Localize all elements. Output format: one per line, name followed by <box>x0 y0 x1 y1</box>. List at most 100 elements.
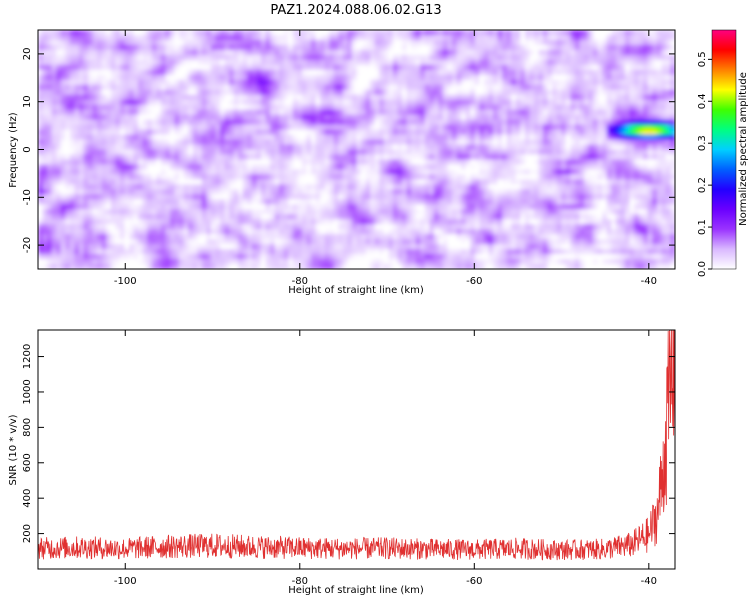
heatmap-cell <box>47 34 53 41</box>
heatmap-cell <box>520 184 526 190</box>
heatmap-cell <box>643 34 649 41</box>
heatmap-cell <box>256 169 262 175</box>
heatmap-cell <box>156 64 162 71</box>
heatmap-cell <box>215 114 221 121</box>
heatmap-cell <box>442 84 449 91</box>
heatmap-cell <box>379 94 385 101</box>
heatmap-cell <box>78 124 85 131</box>
heatmap-cell <box>447 30 453 36</box>
heatmap-cell <box>342 104 348 111</box>
heatmap-cell <box>488 124 494 131</box>
heatmap-cell <box>142 114 148 121</box>
heatmap-cell <box>429 184 435 190</box>
heatmap-cell <box>160 194 166 200</box>
heatmap-cell <box>529 154 535 161</box>
heatmap-cell <box>552 64 558 71</box>
heatmap-cell <box>106 104 112 111</box>
heatmap-cell <box>174 39 180 46</box>
heatmap-cell <box>552 99 558 106</box>
heatmap-cell <box>283 189 289 195</box>
heatmap-cell <box>397 144 403 151</box>
heatmap-cell <box>638 129 644 136</box>
heatmap-cell <box>279 79 285 86</box>
heatmap-cell <box>329 34 335 41</box>
heatmap-cell <box>74 194 80 200</box>
heatmap-cell <box>629 49 635 56</box>
heatmap-cell <box>479 49 485 56</box>
heatmap-cell <box>192 144 198 151</box>
heatmap-cell <box>347 139 353 146</box>
heatmap-cell <box>311 94 317 101</box>
heatmap-cell <box>270 134 276 141</box>
heatmap-cell <box>661 164 667 171</box>
heatmap-cell <box>388 184 394 190</box>
heatmap-cell <box>133 54 139 61</box>
heatmap-cell <box>556 39 562 46</box>
heatmap-cell <box>38 64 44 71</box>
heatmap-cell <box>634 69 640 76</box>
heatmap-cell <box>624 59 631 66</box>
heatmap-cell <box>288 149 294 156</box>
heatmap-cell <box>547 44 553 51</box>
heatmap-cell <box>42 69 48 76</box>
heatmap-cell <box>156 44 162 51</box>
heatmap-cell <box>502 199 508 205</box>
heatmap-cell <box>597 169 603 175</box>
heatmap-cell <box>538 114 544 121</box>
heatmap-cell <box>392 30 399 36</box>
heatmap-cell <box>634 94 640 101</box>
heatmap-cell <box>288 109 294 116</box>
heatmap-cell <box>333 149 339 156</box>
heatmap-cell <box>661 139 667 146</box>
heatmap-cell <box>156 39 162 46</box>
heatmap-cell <box>183 49 189 56</box>
heatmap-cell <box>306 94 312 101</box>
heatmap-cell <box>160 184 166 190</box>
heatmap-cell <box>465 94 471 101</box>
heatmap-cell <box>474 164 480 171</box>
heatmap-cell <box>456 49 462 56</box>
heatmap-cell <box>670 134 675 141</box>
heatmap-cell <box>242 79 248 86</box>
heatmap-cell <box>411 59 417 66</box>
heatmap-cell <box>106 114 112 121</box>
heatmap-cell <box>315 64 321 71</box>
heatmap-cell <box>452 39 458 46</box>
heatmap-cell <box>574 129 581 136</box>
heatmap-cell <box>351 104 358 111</box>
heatmap-cell <box>283 134 289 141</box>
heatmap-cell <box>433 124 439 131</box>
heatmap-cell <box>60 114 66 121</box>
heatmap-cell <box>329 199 335 205</box>
heatmap-cell <box>260 199 267 205</box>
heatmap-cell <box>634 104 640 111</box>
heatmap-cell <box>192 34 198 41</box>
heatmap-cell <box>38 49 44 56</box>
heatmap-cell <box>452 124 458 131</box>
heatmap-cell <box>365 30 371 36</box>
heatmap-cell <box>301 129 308 136</box>
heatmap-cell <box>511 39 517 46</box>
heatmap-cell <box>661 79 667 86</box>
heatmap-cell <box>402 59 408 66</box>
heatmap-cell <box>511 114 517 121</box>
heatmap-cell <box>188 124 194 131</box>
heatmap-cell <box>533 159 540 166</box>
heatmap-cell <box>438 129 444 136</box>
heatmap-cell <box>233 124 239 131</box>
heatmap-cell <box>47 114 53 121</box>
heatmap-cell <box>169 134 176 141</box>
heatmap-cell <box>411 144 417 151</box>
heatmap-cell <box>652 189 658 195</box>
heatmap-cell <box>420 69 426 76</box>
heatmap-cell <box>392 114 399 121</box>
heatmap-cell <box>288 179 294 185</box>
heatmap-cell <box>388 109 394 116</box>
heatmap-cell <box>51 134 57 141</box>
heatmap-cell <box>597 134 603 141</box>
heatmap-cell <box>647 164 653 171</box>
heatmap-cell <box>388 69 394 76</box>
heatmap-cell <box>288 204 294 210</box>
heatmap-cell <box>411 84 417 91</box>
heatmap-cell <box>597 184 603 190</box>
